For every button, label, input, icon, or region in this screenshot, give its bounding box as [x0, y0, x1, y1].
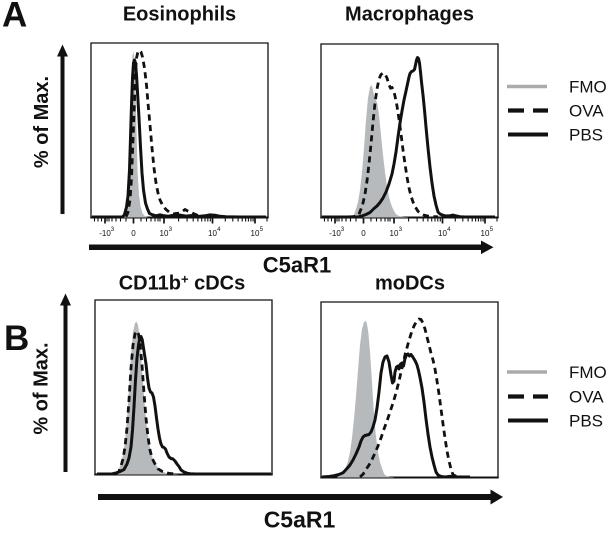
- svg-text:-10: -10: [329, 229, 341, 238]
- svg-text:moDCs: moDCs: [375, 273, 445, 295]
- svg-text:10: 10: [481, 229, 490, 238]
- svg-text:B: B: [4, 319, 29, 358]
- svg-text:OVA: OVA: [569, 387, 604, 406]
- svg-text:C5aR1: C5aR1: [263, 253, 331, 278]
- svg-text:FMO: FMO: [569, 77, 606, 96]
- svg-text:% of Max.: % of Max.: [31, 76, 53, 168]
- svg-text:3: 3: [399, 226, 403, 233]
- svg-text:10: 10: [438, 229, 447, 238]
- svg-text:FMO: FMO: [569, 363, 606, 382]
- svg-text:3: 3: [341, 226, 345, 233]
- svg-text:Macrophages: Macrophages: [345, 4, 474, 26]
- svg-text:4: 4: [217, 226, 221, 233]
- svg-text:5: 5: [490, 226, 494, 233]
- svg-text:0: 0: [361, 229, 366, 238]
- svg-text:3: 3: [169, 226, 173, 233]
- svg-text:-10: -10: [99, 229, 111, 238]
- svg-text:CD11b+ cDCs: CD11b+ cDCs: [119, 272, 246, 295]
- svg-text:% of Max.: % of Max.: [31, 342, 53, 434]
- svg-text:A: A: [2, 0, 27, 35]
- svg-text:4: 4: [447, 226, 451, 233]
- svg-text:10: 10: [160, 229, 169, 238]
- svg-text:PBS: PBS: [569, 125, 603, 144]
- svg-text:3: 3: [111, 226, 115, 233]
- svg-text:10: 10: [208, 229, 217, 238]
- svg-text:0: 0: [131, 229, 136, 238]
- svg-text:Eosinophils: Eosinophils: [123, 4, 236, 26]
- svg-text:PBS: PBS: [569, 411, 603, 430]
- svg-text:10: 10: [251, 229, 260, 238]
- svg-text:5: 5: [260, 226, 264, 233]
- svg-text:10: 10: [390, 229, 399, 238]
- svg-text:C5aR1: C5aR1: [264, 507, 336, 533]
- svg-text:OVA: OVA: [569, 101, 604, 120]
